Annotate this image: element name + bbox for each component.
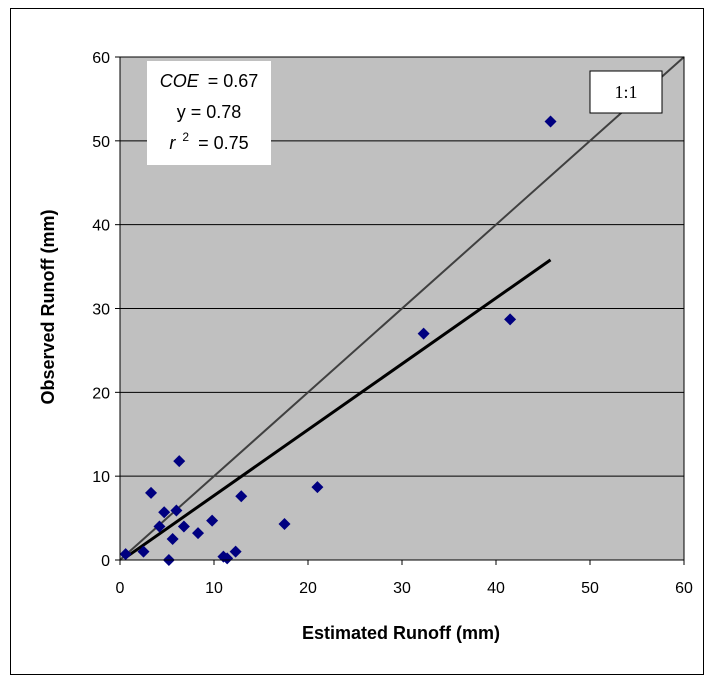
y-axis-ticks: 0 10 20 30 40 50 60 — [92, 50, 120, 570]
x-tick-label: 50 — [581, 580, 599, 597]
y-stat: y = 0.78 — [177, 102, 242, 122]
data-point — [235, 490, 248, 503]
x-tick-label: 60 — [675, 580, 693, 597]
data-point — [192, 527, 205, 540]
coe-label: COE — [160, 71, 200, 91]
data-point — [206, 514, 219, 527]
data-point — [504, 313, 517, 326]
data-point — [153, 520, 166, 533]
y-axis-title: Observed Runoff (mm) — [38, 209, 58, 404]
coe-value: = 0.67 — [208, 71, 259, 91]
r2-value: = 0.75 — [198, 133, 249, 153]
data-point — [177, 520, 190, 533]
data-point — [221, 552, 234, 565]
reference-lines — [119, 56, 685, 561]
one-to-one-box — [589, 70, 663, 114]
y-tick-label: 60 — [92, 50, 110, 67]
one-to-one-line — [119, 56, 685, 561]
data-point — [278, 517, 291, 530]
one-to-one-label: 1:1 — [589, 70, 663, 114]
data-point — [311, 481, 324, 494]
y-tick-label: 50 — [92, 134, 110, 151]
x-tick-label: 30 — [393, 580, 411, 597]
chart-frame: 0 10 20 30 40 50 60 0 10 20 30 40 50 60 Estimated Ru… — [10, 8, 704, 675]
y-tick-label: 30 — [92, 302, 110, 319]
data-point — [158, 506, 171, 519]
data-points — [119, 115, 557, 566]
r-label: r — [169, 133, 176, 153]
data-point — [417, 327, 430, 340]
y-tick-label: 40 — [92, 218, 110, 235]
data-point — [544, 115, 557, 128]
coe-stat: COE = 0.67 — [160, 71, 259, 91]
data-point — [145, 486, 158, 499]
x-tick-label: 20 — [299, 580, 317, 597]
scatter-chart: 0 10 20 30 40 50 60 0 10 20 30 40 50 60 Estimated Ru… — [38, 50, 693, 643]
y-tick-label: 10 — [92, 469, 110, 486]
x-tick-label: 0 — [116, 580, 125, 597]
y-tick-label: 20 — [92, 385, 110, 402]
regression-line — [124, 258, 552, 559]
data-point — [170, 504, 183, 517]
x-axis-title: Estimated Runoff (mm) — [302, 623, 500, 643]
one-to-one-text: 1:1 — [614, 82, 637, 102]
data-point — [137, 545, 150, 558]
x-tick-label: 40 — [487, 580, 505, 597]
x-axis-ticks: 0 10 20 30 40 50 60 — [116, 560, 693, 597]
x-tick-label: 10 — [205, 580, 223, 597]
data-point — [166, 533, 179, 546]
r2-stat: r 2 = 0.75 — [169, 125, 248, 153]
stats-annotation: COE = 0.67 y = 0.78 r 2 = 0.75 — [147, 61, 271, 165]
data-point — [229, 545, 242, 558]
y-tick-label: 0 — [101, 553, 110, 570]
data-point — [173, 455, 186, 468]
r-exponent: 2 — [182, 130, 189, 144]
stats-box — [147, 61, 271, 165]
data-point — [119, 548, 132, 561]
